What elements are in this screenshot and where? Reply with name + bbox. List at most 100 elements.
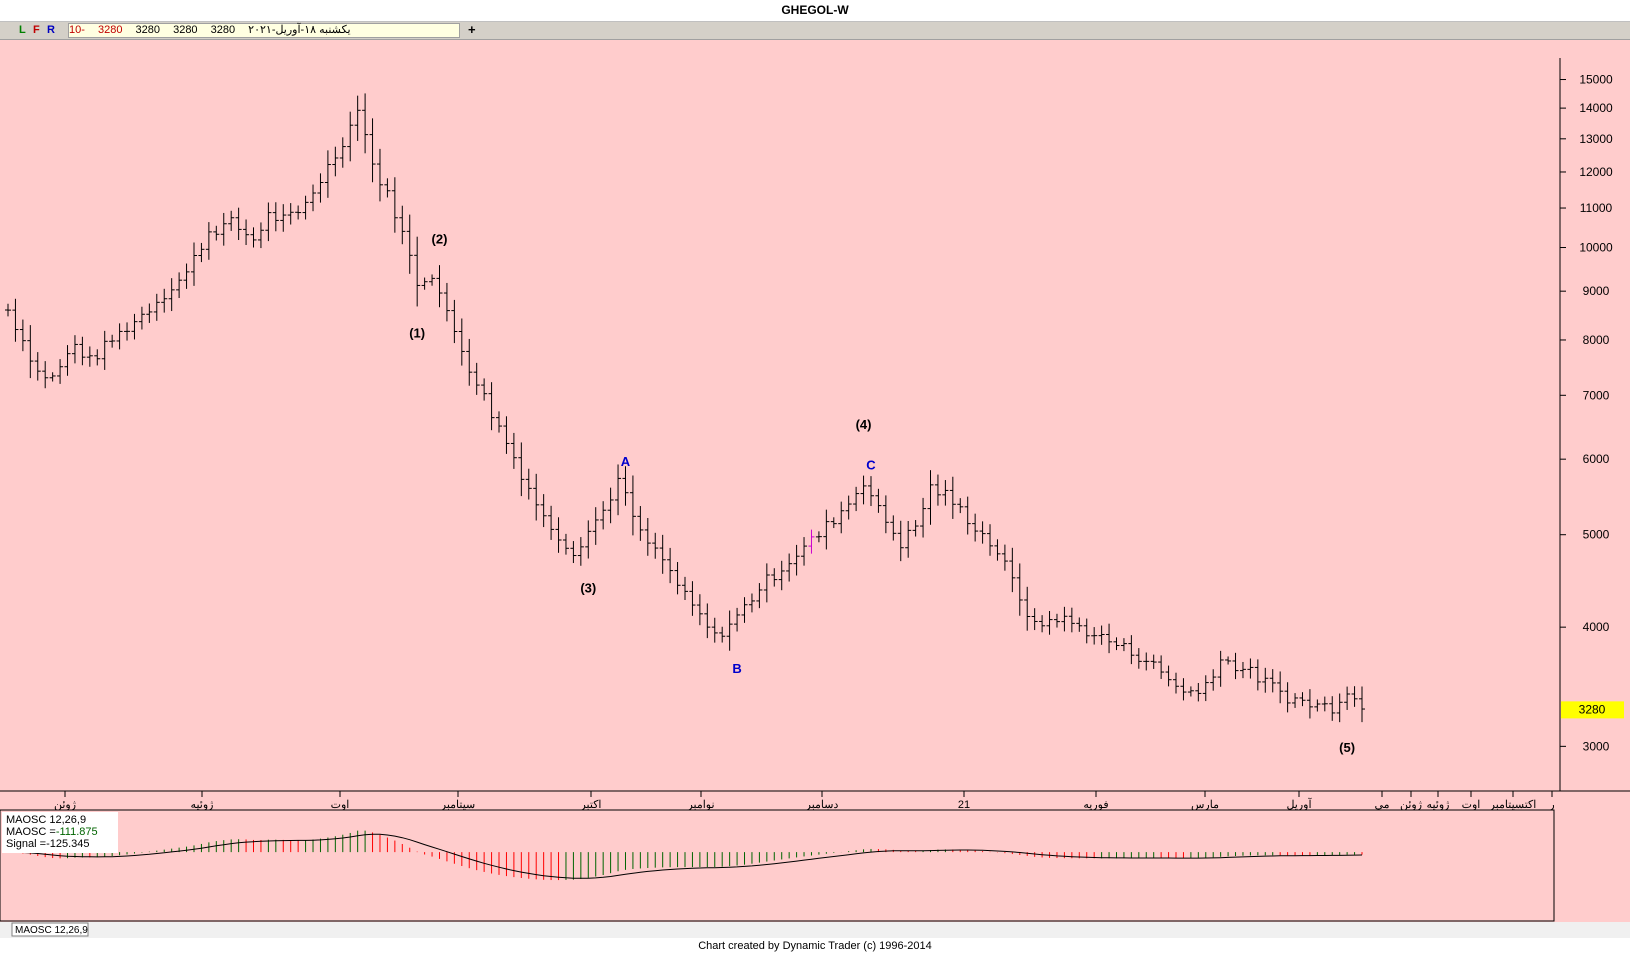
price-bar bbox=[734, 607, 741, 632]
price-bar bbox=[310, 184, 317, 212]
price-bar bbox=[652, 532, 659, 559]
price-bar bbox=[1314, 699, 1321, 712]
price-bar bbox=[421, 277, 428, 290]
legend-signal: Signal =-125.345 bbox=[6, 838, 90, 850]
price-bar bbox=[533, 473, 540, 521]
indicator-panel bbox=[0, 809, 1555, 922]
price-bar bbox=[347, 111, 354, 162]
time-tick-label: 21 bbox=[958, 799, 970, 811]
price-bar bbox=[1262, 667, 1269, 693]
tab-maosc-label[interactable]: MAOSC 12,26,9 bbox=[15, 925, 88, 936]
price-bar bbox=[525, 468, 532, 500]
price-bar bbox=[414, 236, 421, 307]
wave-label: (3) bbox=[580, 580, 596, 595]
price-bar bbox=[49, 372, 56, 382]
price-bar bbox=[1098, 625, 1105, 645]
price-bar bbox=[473, 362, 480, 395]
price-bar bbox=[548, 505, 555, 540]
time-tick-label: ژوئن bbox=[1400, 799, 1422, 811]
price-bar bbox=[1269, 669, 1276, 693]
price-bar bbox=[726, 610, 733, 651]
price-bar bbox=[376, 148, 383, 202]
price-bar bbox=[1106, 623, 1113, 654]
price-bar bbox=[1180, 678, 1187, 701]
bar-info-box: یکشنبه ۱۸-آوریل-۲۰۲۱ 3280 3280 3280 3280… bbox=[68, 23, 460, 38]
price-bar bbox=[1306, 689, 1313, 719]
time-tick-label: فوریه bbox=[1083, 799, 1108, 811]
price-bar bbox=[1128, 635, 1135, 665]
toolbar-letter-r[interactable]: R bbox=[47, 24, 55, 36]
price-bar bbox=[860, 475, 867, 505]
price-bar bbox=[466, 338, 473, 386]
price-bar bbox=[295, 205, 302, 220]
price-bar bbox=[481, 378, 488, 401]
price-bar bbox=[622, 466, 629, 506]
price-bar bbox=[1202, 675, 1209, 702]
toolbar-letter-l[interactable]: L bbox=[19, 24, 26, 36]
price-bar bbox=[801, 537, 808, 566]
price-tick-label: 6000 bbox=[1583, 452, 1610, 466]
indicator-legend bbox=[2, 812, 118, 853]
info-low: 3280 bbox=[135, 24, 161, 36]
tab-strip bbox=[0, 922, 1630, 938]
price-bar bbox=[994, 539, 1001, 561]
price-bar bbox=[443, 282, 450, 322]
price-bar bbox=[741, 597, 748, 623]
toolbar-letter-f[interactable]: F bbox=[33, 24, 40, 36]
price-bar bbox=[905, 520, 912, 558]
chart-area[interactable]: (1) (2) (3) (4) (5) A B C 3000 4000 5000 6000 7000 8… bbox=[0, 40, 1630, 938]
wave-label: (1) bbox=[409, 325, 425, 340]
price-bar bbox=[280, 204, 287, 232]
price-bar bbox=[815, 531, 822, 543]
price-tick-label: 15000 bbox=[1579, 73, 1613, 87]
time-tick-label: اوت bbox=[1462, 799, 1481, 811]
signal-line bbox=[7, 833, 1363, 879]
wave-label: B bbox=[732, 661, 741, 676]
price-bar bbox=[362, 93, 369, 154]
price-bar bbox=[682, 576, 688, 601]
price-bar bbox=[146, 303, 153, 323]
price-bar bbox=[934, 474, 941, 506]
price-bar bbox=[808, 529, 815, 554]
price-bar bbox=[1217, 650, 1224, 687]
price-bar bbox=[64, 345, 71, 376]
time-tick-label: می bbox=[1374, 799, 1389, 811]
tab-maosc[interactable] bbox=[11, 922, 89, 937]
footer-credit: Chart created by Dynamic Trader (c) 1996… bbox=[0, 939, 1630, 954]
price-bar bbox=[629, 475, 636, 536]
time-tick-label: آوریل bbox=[1286, 798, 1312, 811]
price-bar bbox=[205, 222, 212, 260]
price-bar bbox=[27, 325, 34, 379]
price-bar bbox=[1039, 615, 1046, 633]
info-close: 3280 bbox=[97, 24, 123, 36]
price-bar bbox=[793, 544, 800, 576]
price-bar bbox=[979, 521, 986, 544]
legend-maosc-value: -111.875 bbox=[56, 826, 98, 838]
price-tick-label: 9000 bbox=[1583, 284, 1610, 298]
add-button[interactable]: + bbox=[468, 22, 476, 37]
price-bar bbox=[748, 593, 755, 613]
time-tick-label: نوامبر bbox=[686, 799, 714, 811]
wave-label: (5) bbox=[1339, 740, 1355, 755]
price-bar bbox=[1001, 544, 1008, 571]
price-tick-label: 4000 bbox=[1583, 620, 1610, 634]
price-bar bbox=[853, 486, 860, 512]
price-bar bbox=[674, 562, 681, 595]
price-bar bbox=[131, 313, 138, 340]
price-bar bbox=[592, 507, 599, 545]
price-bar bbox=[1046, 610, 1053, 635]
price-bar bbox=[198, 242, 205, 263]
time-tick-label: ژوئن bbox=[54, 799, 76, 811]
price-bar bbox=[1076, 617, 1083, 632]
last-price-tag bbox=[1561, 701, 1624, 719]
price-tick-label: 13000 bbox=[1579, 132, 1613, 146]
price-bar bbox=[1359, 686, 1365, 723]
price-bar bbox=[644, 518, 651, 556]
price-bar bbox=[1292, 693, 1299, 708]
price-bar bbox=[778, 560, 785, 591]
price-bar bbox=[451, 299, 458, 344]
price-bar bbox=[949, 476, 956, 519]
wave-label: C bbox=[866, 458, 876, 473]
price-bar bbox=[1277, 671, 1284, 704]
price-bar bbox=[838, 501, 845, 534]
